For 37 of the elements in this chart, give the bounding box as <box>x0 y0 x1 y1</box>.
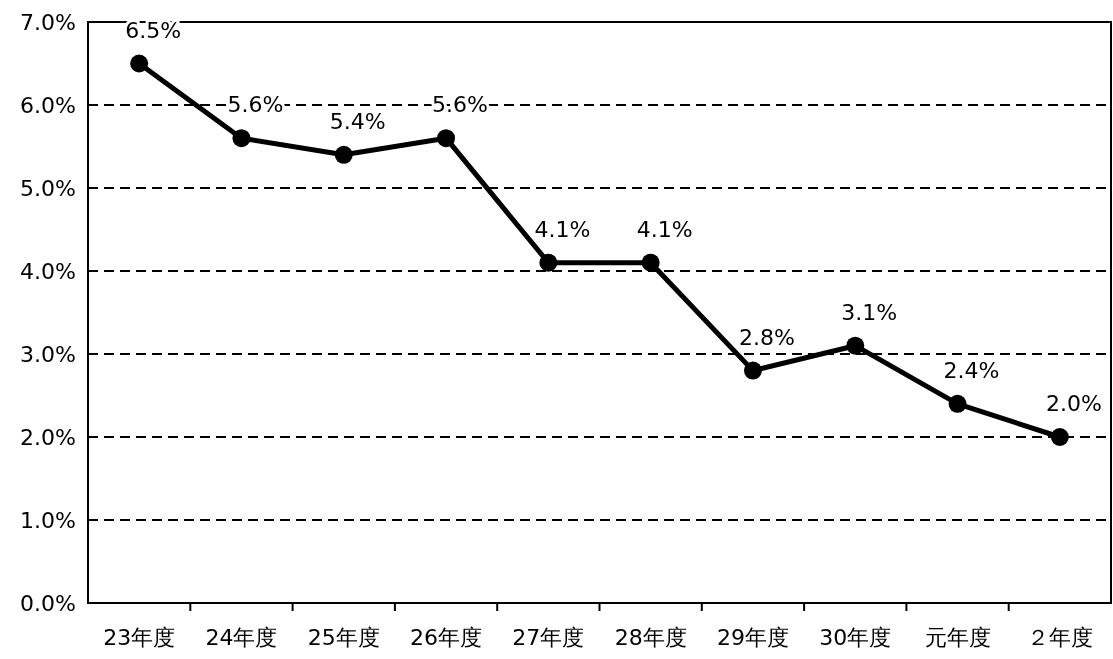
x-tick-label: 23年度 <box>103 625 176 650</box>
point <box>846 336 865 355</box>
x-tick-label: 30年度 <box>819 625 892 650</box>
data-label: 2.0% <box>1045 391 1102 416</box>
point <box>334 145 353 164</box>
x-tick-label: 29年度 <box>716 625 789 650</box>
x-tick-label: 24年度 <box>205 625 278 650</box>
x-tick-label: 25年度 <box>307 625 380 650</box>
y-tick-label: 2.0% <box>20 425 76 450</box>
point <box>232 129 251 148</box>
data-label: 5.4% <box>329 108 386 134</box>
y-tick-label: 7.0% <box>20 10 76 35</box>
x-tick-label: 26年度 <box>410 625 483 650</box>
point <box>948 394 967 413</box>
y-tick-label: 3.0% <box>20 342 76 367</box>
point <box>539 253 558 272</box>
point <box>1050 428 1069 446</box>
x-tick-label: 元年度 <box>924 625 991 650</box>
data-label: 5.6% <box>432 92 488 118</box>
point <box>641 253 660 272</box>
data-label: 6.5% <box>125 17 182 43</box>
y-tick-label: 0.0% <box>20 591 76 616</box>
point <box>743 361 762 380</box>
data-label: 4.1% <box>534 216 591 242</box>
y-tick-label: 4.0% <box>20 259 76 284</box>
data-label: 4.1% <box>636 216 693 242</box>
point <box>130 54 149 73</box>
point <box>437 129 456 148</box>
data-label: 2.4% <box>943 357 1000 383</box>
x-tick-label: 28年度 <box>614 625 687 650</box>
data-label: 2.8% <box>739 324 795 350</box>
x-tick-label: 27年度 <box>512 625 585 650</box>
data-label: 3.1% <box>841 299 898 325</box>
y-tick-label: 5.0% <box>20 176 76 201</box>
x-tick-label: ２年度 <box>1026 625 1093 650</box>
y-tick-label: 6.0% <box>20 93 76 118</box>
y-tick-label: 1.0% <box>20 508 76 533</box>
